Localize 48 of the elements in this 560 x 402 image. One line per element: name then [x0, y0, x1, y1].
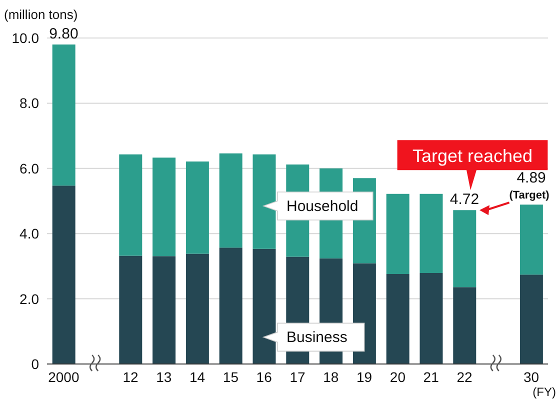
y-axis-title: (million tons): [4, 7, 78, 22]
y-tick-label: 6.0: [20, 160, 40, 176]
total-label: 4.72: [450, 191, 480, 208]
annotation: Target reached: [412, 146, 533, 166]
x-tick-label: 14: [190, 368, 206, 385]
y-tick-label: 8.0: [20, 95, 40, 112]
bar: [386, 194, 410, 274]
x-tick-label: 22: [456, 368, 472, 385]
total-label: 4.89: [516, 170, 546, 187]
annotation: (Target): [509, 190, 550, 202]
x-tick-label: 20: [390, 368, 406, 385]
bar: [453, 210, 476, 288]
bar: [219, 153, 242, 248]
bar: [520, 204, 543, 275]
bar: [52, 44, 76, 186]
x-tick-label: 21: [423, 368, 440, 385]
bar: [186, 254, 209, 364]
bar: [386, 274, 410, 364]
x-tick-label: 13: [156, 368, 172, 385]
bar: [119, 154, 142, 256]
bar: [252, 154, 276, 249]
bar: [52, 186, 76, 364]
x-tick-label: 2000: [48, 368, 80, 385]
y-tick-label: 0: [31, 356, 40, 372]
x-axis-title: (FY): [532, 385, 556, 399]
x-tick-label: 12: [122, 368, 138, 385]
bar: [219, 248, 242, 364]
bar: [252, 248, 276, 364]
y-tick-label: 2.0: [20, 290, 40, 307]
series-label: Household: [286, 198, 358, 216]
bar: [420, 194, 443, 274]
bar: [520, 274, 543, 364]
bar: [453, 287, 476, 364]
total-label: 9.80: [49, 26, 78, 43]
x-tick-label: 15: [222, 368, 239, 385]
series-label: Business: [286, 329, 348, 346]
y-tick-label: 4.0: [20, 226, 40, 242]
x-tick-label: 30: [524, 368, 540, 385]
y-tick-label: 10.0: [12, 30, 40, 46]
x-tick-label: 18: [323, 368, 339, 385]
bar: [152, 158, 176, 256]
bar: [152, 256, 176, 364]
bar: [186, 162, 209, 254]
x-tick-label: 19: [356, 368, 372, 385]
bar: [420, 273, 443, 364]
x-tick-label: 17: [290, 368, 306, 385]
x-tick-label: 16: [256, 368, 272, 385]
bar: [119, 256, 142, 364]
